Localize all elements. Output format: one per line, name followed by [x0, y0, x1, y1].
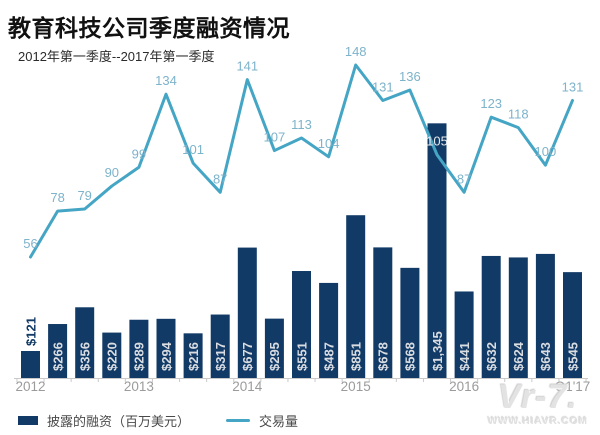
bar-value-label: $317: [213, 342, 228, 371]
line-value-label: 101: [182, 142, 204, 157]
line-value-label: 90: [105, 165, 119, 180]
bar-value-label: $678: [376, 342, 391, 371]
funding-bar: [183, 333, 203, 378]
line-value-label: 78: [50, 190, 64, 205]
x-axis-label: 2014: [232, 379, 263, 394]
funding-bar: [210, 314, 230, 378]
funding-bar: [563, 272, 582, 378]
bar-value-label: $295: [267, 342, 282, 371]
funding-bar: [535, 253, 555, 378]
chart-subtitle: 2012年第一季度--2017年第一季度: [18, 49, 215, 64]
bar-value-label: $487: [321, 342, 336, 371]
chart-legend: 披露的融资（百万美元） 交易量: [18, 410, 298, 430]
line-value-label: 131: [562, 79, 584, 94]
bar-value-label: $356: [78, 342, 93, 371]
bar-series-label: 披露的融资（百万美元）: [47, 413, 191, 429]
bar-value-label: $220: [105, 342, 120, 371]
funding-bar: [237, 247, 257, 378]
funding-bar: [264, 318, 284, 378]
bar-value-label: $568: [403, 342, 418, 371]
x-axis-label: 2016: [449, 379, 479, 394]
bar-value-label: $677: [240, 342, 255, 371]
funding-bar: [454, 291, 474, 378]
funding-bar: [319, 282, 339, 378]
funding-bar: [292, 271, 311, 378]
line-value-label: 136: [399, 69, 421, 84]
x-axis-label: Q1'17: [555, 379, 591, 394]
line-value-label: 87: [457, 171, 471, 186]
line-value-label: 105: [426, 134, 448, 149]
bar-series-swatch: [18, 415, 38, 425]
line-value-label: 107: [264, 130, 286, 145]
line-value-label: 104: [318, 136, 340, 151]
bar-value-label: $643: [538, 342, 553, 371]
page-title: 教育科技公司季度融资情况: [8, 15, 290, 41]
bar-value-label: $551: [294, 342, 309, 371]
line-value-label: 100: [535, 144, 557, 159]
watermark-url: WWW.HIAVR.COM: [487, 416, 588, 427]
bar-value-label: $121: [23, 317, 38, 346]
funding-bar: [481, 255, 501, 378]
x-axis-label: 2015: [341, 379, 371, 394]
funding-bar: [156, 318, 176, 378]
bar-value-label: $266: [50, 342, 65, 371]
bar-value-label: $632: [484, 342, 499, 371]
line-value-label: 148: [345, 44, 367, 59]
line-value-label: 118: [508, 107, 529, 122]
line-series-swatch: [226, 418, 251, 422]
line-value-label: 123: [480, 96, 502, 111]
funding-bar: [373, 247, 393, 378]
funding-bar: [129, 319, 149, 378]
bar-value-label: $624: [511, 341, 526, 371]
funding-bar: [75, 307, 95, 378]
line-value-label: 79: [77, 188, 91, 203]
bar-value-label: $289: [132, 342, 147, 371]
bar-value-label: $851: [349, 342, 364, 371]
watermark-logo: Vr-7.: [497, 378, 578, 416]
line-value-label: 131: [372, 79, 394, 94]
line-value-label: 134: [155, 73, 177, 88]
funding-bar: [346, 215, 366, 378]
volume-line: [29, 63, 574, 259]
bar-value-label: $216: [186, 342, 201, 371]
funding-bar: [508, 257, 528, 378]
bar-value-label: $1,345: [430, 331, 445, 371]
x-axis-label: 2012: [15, 379, 45, 394]
line-value-label: 113: [291, 117, 312, 132]
line-value-label: 87: [213, 171, 227, 186]
funding-bar: [21, 350, 40, 378]
bar-value-label: $545: [565, 342, 580, 371]
line-value-label: 141: [236, 59, 258, 74]
bar-value-label: $294: [159, 341, 174, 371]
line-value-label: 99: [132, 146, 146, 161]
watermark: Vr-7. WWW.HIAVR.COM: [488, 380, 588, 427]
funding-bar: [102, 332, 122, 378]
line-series-label: 交易量: [259, 413, 299, 429]
funding-bar: [427, 123, 447, 378]
bar-value-label: $441: [457, 342, 472, 371]
line-value-label: 56: [23, 236, 37, 251]
funding-bar: [48, 324, 68, 378]
x-axis-label: 2013: [124, 379, 154, 394]
funding-bar: [400, 267, 420, 378]
